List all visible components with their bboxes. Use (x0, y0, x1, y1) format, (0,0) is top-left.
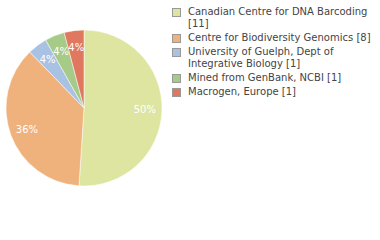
legend-label: Macrogen, Europe [1] (188, 86, 296, 97)
legend-label: University of Guelph, Dept of Integrativ… (188, 46, 333, 69)
legend-label: Mined from GenBank, NCBI [1] (188, 72, 341, 83)
legend-swatch (172, 48, 181, 57)
legend: Canadian Centre for DNA Barcoding [11] Ce… (172, 6, 377, 100)
slice (79, 30, 162, 186)
slice (64, 30, 84, 108)
data-label: 4% (53, 46, 69, 57)
data-label: 4% (68, 42, 84, 53)
legend-item: University of Guelph, Dept of Integrativ… (172, 46, 377, 70)
legend-swatch (172, 34, 181, 43)
chart: 50%36%4%4%4% Canadian Centre for DNA Bar… (0, 0, 380, 240)
legend-swatch (172, 74, 181, 83)
data-label: 36% (16, 124, 38, 135)
legend-item: Mined from GenBank, NCBI [1] (172, 72, 377, 84)
legend-swatch (172, 8, 181, 17)
legend-item: Canadian Centre for DNA Barcoding [11] (172, 6, 377, 30)
pie-area: 50%36%4%4%4% (0, 0, 170, 240)
legend-label: Centre for Biodiversity Genomics [8] (188, 32, 371, 43)
data-label: 50% (134, 104, 156, 115)
legend-label: Canadian Centre for DNA Barcoding [11] (188, 6, 367, 29)
legend-item: Macrogen, Europe [1] (172, 86, 377, 98)
legend-item: Centre for Biodiversity Genomics [8] (172, 32, 377, 44)
legend-swatch (172, 88, 181, 97)
